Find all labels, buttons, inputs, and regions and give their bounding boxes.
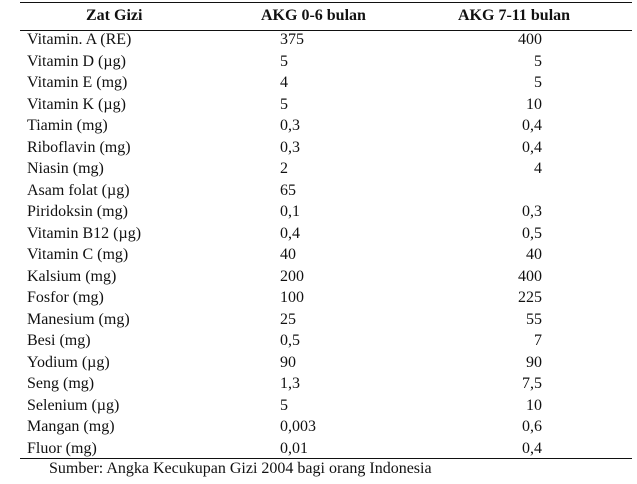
nutrient-name: Mangan (mg) <box>27 418 115 435</box>
nutrient-name: Niasin (mg) <box>27 160 104 177</box>
akg-0-6-value: 4 <box>280 74 288 91</box>
akg-7-11-value: 0,5 <box>522 224 542 242</box>
akg-7-11-value: 225 <box>518 289 542 306</box>
akg-0-6-value: 100 <box>280 289 304 306</box>
akg-7-11-value: 10 <box>526 396 542 414</box>
akg-7-11-value: 7 <box>534 332 542 349</box>
nutrient-name: Seng (mg) <box>27 375 95 392</box>
nutrient-name: Tiamin (mg) <box>27 117 108 134</box>
akg-7-11-value: 7,5 <box>522 375 542 392</box>
akg-0-6-value: 25 <box>280 310 296 328</box>
akg-0-6-value: 0,01 <box>280 439 308 457</box>
akg-7-11-value: 400 <box>518 31 542 48</box>
nutrient-name: Besi (mg) <box>27 332 91 349</box>
akg-7-11-value: 5 <box>534 74 542 91</box>
akg-0-6-value: 90 <box>280 353 296 371</box>
akg-0-6-value: 0,3 <box>280 138 300 156</box>
akg-0-6-value: 0,003 <box>280 418 316 435</box>
akg-7-11-value: 90 <box>526 353 542 371</box>
source-note: Sumber: Angka Kecukupan Gizi 2004 bagi o… <box>49 460 432 477</box>
nutrient-name: Fluor (mg) <box>27 439 97 457</box>
akg-7-11-value: 0,6 <box>522 418 542 435</box>
column-header-akg-7-11: AKG 7-11 bulan <box>458 7 571 24</box>
nutrient-name: Vitamin B12 (µg) <box>27 224 142 242</box>
akg-0-6-value: 5 <box>280 52 288 70</box>
akg-7-11-value: 10 <box>526 95 542 113</box>
akg-0-6-value: 40 <box>280 246 296 263</box>
nutrient-name: Vitamin K (µg) <box>27 95 126 113</box>
akg-0-6-value: 375 <box>280 31 304 48</box>
nutrient-name: Asam folat (µg) <box>27 181 130 199</box>
akg-7-11-value: 40 <box>526 246 542 263</box>
akg-0-6-value: 200 <box>280 267 304 285</box>
akg-0-6-value: 2 <box>280 160 288 177</box>
akg-7-11-value: 0,3 <box>522 203 542 220</box>
akg-0-6-value: 0,3 <box>280 117 300 134</box>
akg-0-6-value: 0,5 <box>280 332 300 349</box>
nutrient-name: Riboflavin (mg) <box>27 138 131 156</box>
nutrient-name: Vitamin D (µg) <box>27 52 126 70</box>
nutrient-name: Piridoksin (mg) <box>27 203 128 220</box>
akg-0-6-value: 5 <box>280 95 288 113</box>
nutrient-name: Vitamin E (mg) <box>27 74 128 91</box>
nutrient-name: Yodium (µg) <box>27 353 110 371</box>
akg-0-6-value: 5 <box>280 396 288 414</box>
nutrient-name: Kalsium (mg) <box>27 267 117 285</box>
akg-7-11-value: 0,4 <box>522 439 542 457</box>
nutrient-name: Manesium (mg) <box>27 310 130 328</box>
table-header-rule <box>20 30 632 31</box>
nutrient-name: Fosfor (mg) <box>27 289 104 306</box>
column-header-nutrient: Zat Gizi <box>86 7 143 24</box>
akg-0-6-value: 1,3 <box>280 375 300 392</box>
nutrient-name: Selenium (µg) <box>27 396 120 414</box>
table-bottom-rule <box>20 458 632 459</box>
nutrient-name: Vitamin C (mg) <box>27 246 129 263</box>
table-top-rule <box>20 2 632 3</box>
akg-7-11-value: 4 <box>534 160 542 177</box>
nutrient-name: Vitamin. A (RE) <box>27 31 132 48</box>
akg-7-11-value: 400 <box>518 267 542 285</box>
akg-7-11-value: 5 <box>534 52 542 70</box>
akg-0-6-value: 0,1 <box>280 203 300 220</box>
akg-0-6-value: 0,4 <box>280 224 300 242</box>
column-header-akg-0-6: AKG 0-6 bulan <box>261 7 366 24</box>
akg-7-11-value: 0,4 <box>522 138 542 156</box>
akg-7-11-value: 55 <box>526 310 542 328</box>
akg-7-11-value: 0,4 <box>522 117 542 134</box>
akg-0-6-value: 65 <box>280 181 296 199</box>
